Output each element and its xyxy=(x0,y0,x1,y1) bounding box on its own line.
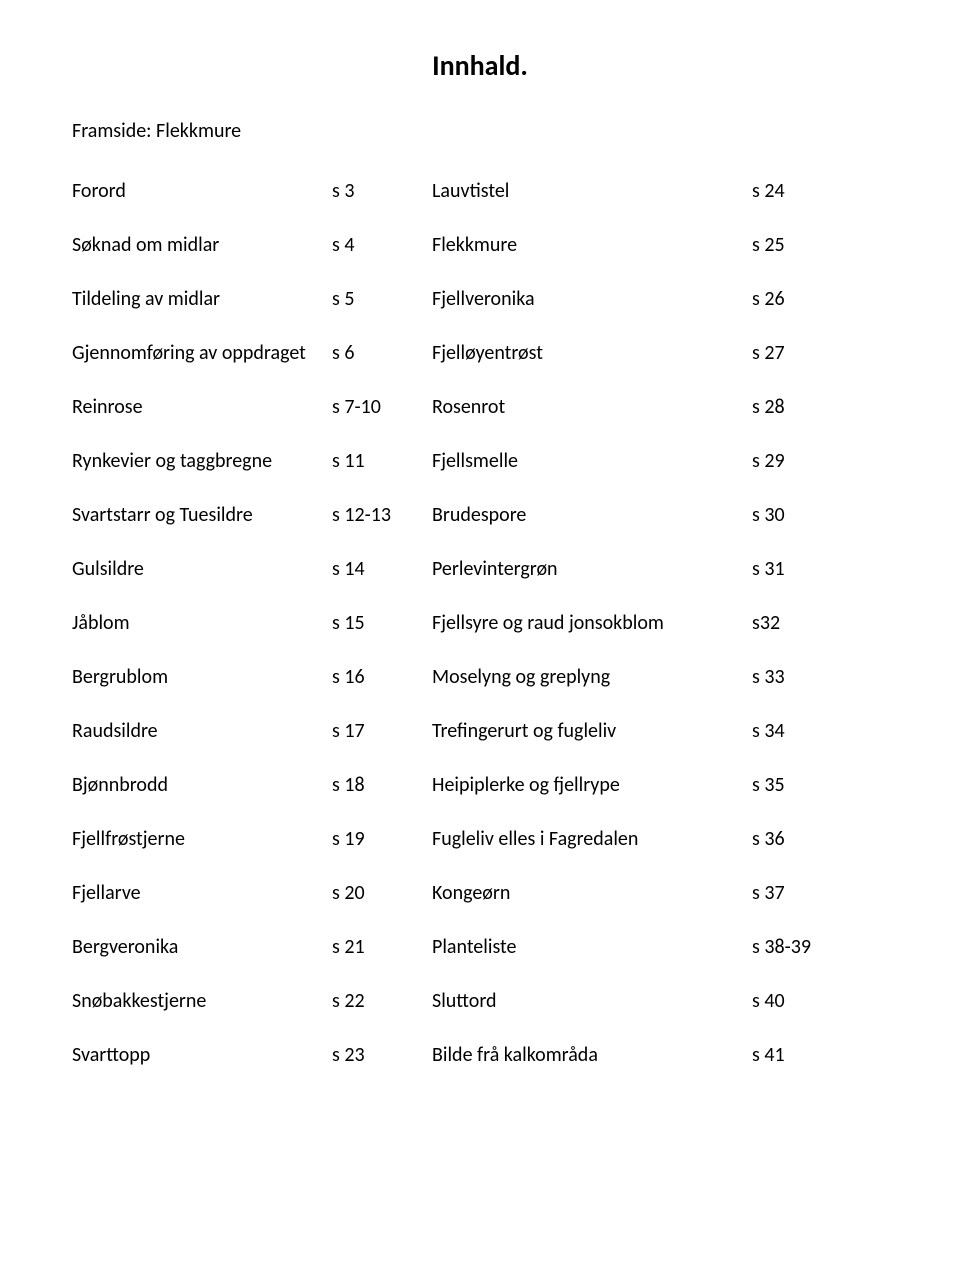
toc-row: Raudsildres 17Trefingerurt og fuglelivs … xyxy=(72,719,888,743)
toc-left-page: s 22 xyxy=(332,989,432,1013)
toc-right-label: Fjellsyre og raud jonsokblom xyxy=(432,611,752,635)
toc-right-label: Sluttord xyxy=(432,989,752,1013)
toc-right-label: Lauvtistel xyxy=(432,179,752,203)
toc-left-label: Fjellfrøstjerne xyxy=(72,827,332,851)
toc-row: Tildeling av midlars 5Fjellveronikas 26 xyxy=(72,287,888,311)
toc-right-label: Fjellsmelle xyxy=(432,449,752,473)
toc-right-page: s 30 xyxy=(752,503,832,527)
toc-left-page: s 21 xyxy=(332,935,432,959)
toc-left-label: Reinrose xyxy=(72,395,332,419)
toc-left-page: s 19 xyxy=(332,827,432,851)
toc-right-page: s 34 xyxy=(752,719,832,743)
toc-right-page: s 24 xyxy=(752,179,832,203)
toc-left-page: s 17 xyxy=(332,719,432,743)
toc-left-label: Fjellarve xyxy=(72,881,332,905)
toc-row: Fjellarves 20Kongeørns 37 xyxy=(72,881,888,905)
toc-left-label: Jåblom xyxy=(72,611,332,635)
toc-row: Bergrubloms 16Moselyng og greplyngs 33 xyxy=(72,665,888,689)
subtitle: Framside: Flekkmure xyxy=(72,119,888,143)
toc-right-page: s 26 xyxy=(752,287,832,311)
toc-row: Bergveronikas 21Plantelistes 38-39 xyxy=(72,935,888,959)
toc-left-label: Raudsildre xyxy=(72,719,332,743)
toc-right-page: s 41 xyxy=(752,1043,832,1067)
toc-right-label: Trefingerurt og fugleliv xyxy=(432,719,752,743)
toc-left-page: s 5 xyxy=(332,287,432,311)
document-page: Innhald. Framside: Flekkmure Forords 3La… xyxy=(0,0,960,1274)
page-title: Innhald. xyxy=(72,48,888,83)
toc-left-label: Svartstarr og Tuesildre xyxy=(72,503,332,527)
toc-row: Rynkevier og taggbregnes 11Fjellsmelles … xyxy=(72,449,888,473)
toc-right-page: s 35 xyxy=(752,773,832,797)
toc-left-page: s 7-10 xyxy=(332,395,432,419)
toc-row: Gjennomføring av oppdragets 6Fjelløyentr… xyxy=(72,341,888,365)
toc-right-page: s 27 xyxy=(752,341,832,365)
toc-left-label: Snøbakkestjerne xyxy=(72,989,332,1013)
toc-left-page: s 15 xyxy=(332,611,432,635)
toc-row: Snøbakkestjernes 22Sluttords 40 xyxy=(72,989,888,1013)
toc-left-label: Forord xyxy=(72,179,332,203)
toc-right-label: Kongeørn xyxy=(432,881,752,905)
toc-row: Fjellfrøstjernes 19Fugleliv elles i Fagr… xyxy=(72,827,888,851)
toc-right-page: s 28 xyxy=(752,395,832,419)
toc-row: Gulsildres 14Perlevintergrøns 31 xyxy=(72,557,888,581)
toc-right-page: s 25 xyxy=(752,233,832,257)
toc-left-label: Gjennomføring av oppdraget xyxy=(72,341,332,365)
toc-right-label: Fjellveronika xyxy=(432,287,752,311)
toc-row: Søknad om midlars 4Flekkmures 25 xyxy=(72,233,888,257)
toc-right-page: s 33 xyxy=(752,665,832,689)
toc-right-page: s 31 xyxy=(752,557,832,581)
toc-left-page: s 4 xyxy=(332,233,432,257)
toc-left-page: s 23 xyxy=(332,1043,432,1067)
toc-right-label: Flekkmure xyxy=(432,233,752,257)
table-of-contents: Forords 3Lauvtistels 24Søknad om midlars… xyxy=(72,179,888,1067)
toc-left-page: s 18 xyxy=(332,773,432,797)
toc-left-page: s 12-13 xyxy=(332,503,432,527)
toc-right-label: Bilde frå kalkområda xyxy=(432,1043,752,1067)
toc-right-page: s 37 xyxy=(752,881,832,905)
toc-right-label: Brudespore xyxy=(432,503,752,527)
toc-left-label: Svarttopp xyxy=(72,1043,332,1067)
toc-row: Bjønnbrodds 18Heipiplerke og fjellrypes … xyxy=(72,773,888,797)
toc-right-label: Moselyng og greplyng xyxy=(432,665,752,689)
toc-left-label: Bjønnbrodd xyxy=(72,773,332,797)
toc-left-page: s 14 xyxy=(332,557,432,581)
toc-right-label: Perlevintergrøn xyxy=(432,557,752,581)
toc-left-label: Tildeling av midlar xyxy=(72,287,332,311)
toc-right-label: Fugleliv elles i Fagredalen xyxy=(432,827,752,851)
toc-left-label: Gulsildre xyxy=(72,557,332,581)
toc-right-page: s 29 xyxy=(752,449,832,473)
toc-left-page: s 6 xyxy=(332,341,432,365)
toc-right-label: Planteliste xyxy=(432,935,752,959)
toc-left-page: s 20 xyxy=(332,881,432,905)
toc-left-label: Søknad om midlar xyxy=(72,233,332,257)
toc-left-page: s 3 xyxy=(332,179,432,203)
toc-left-label: Rynkevier og taggbregne xyxy=(72,449,332,473)
toc-row: Jåbloms 15Fjellsyre og raud jonsokbloms3… xyxy=(72,611,888,635)
toc-right-label: Rosenrot xyxy=(432,395,752,419)
toc-row: Svartstarr og Tuesildres 12-13Brudespore… xyxy=(72,503,888,527)
toc-right-page: s32 xyxy=(752,611,832,635)
toc-right-label: Heipiplerke og fjellrype xyxy=(432,773,752,797)
toc-right-label: Fjelløyentrøst xyxy=(432,341,752,365)
toc-row: Forords 3Lauvtistels 24 xyxy=(72,179,888,203)
toc-row: Svarttopps 23Bilde frå kalkområdas 41 xyxy=(72,1043,888,1067)
toc-left-label: Bergveronika xyxy=(72,935,332,959)
toc-left-page: s 16 xyxy=(332,665,432,689)
toc-right-page: s 36 xyxy=(752,827,832,851)
toc-left-label: Bergrublom xyxy=(72,665,332,689)
toc-left-page: s 11 xyxy=(332,449,432,473)
toc-right-page: s 40 xyxy=(752,989,832,1013)
toc-right-page: s 38-39 xyxy=(752,935,832,959)
toc-row: Reinroses 7-10Rosenrots 28 xyxy=(72,395,888,419)
